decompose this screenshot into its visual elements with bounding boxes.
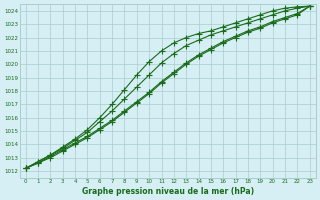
X-axis label: Graphe pression niveau de la mer (hPa): Graphe pression niveau de la mer (hPa) xyxy=(82,187,254,196)
